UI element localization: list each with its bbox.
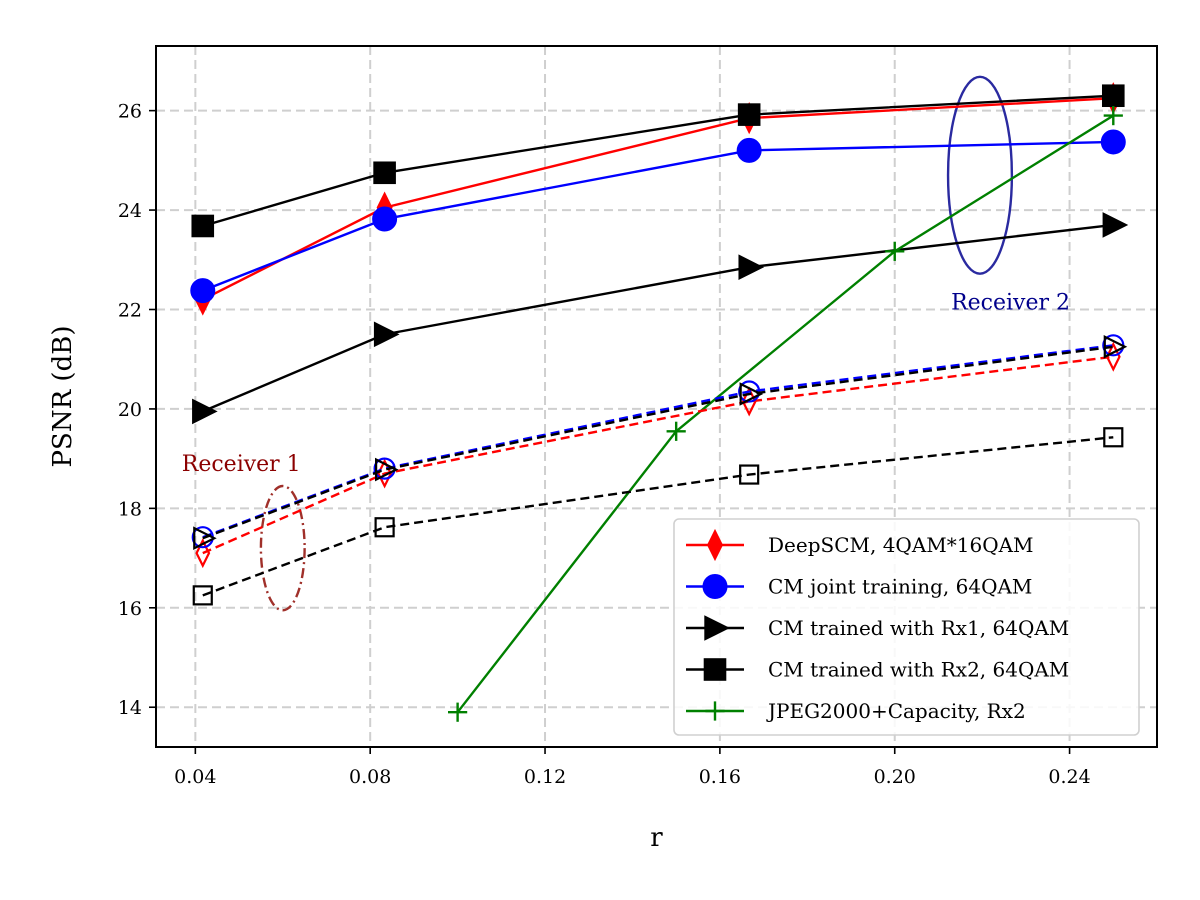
series-cm-joint-training-64qam-rx1 bbox=[191, 334, 1125, 549]
data-point bbox=[737, 103, 761, 126]
y-tick-label: 16 bbox=[118, 598, 142, 620]
data-point bbox=[885, 241, 905, 261]
legend-item-cm-trained-with-rx2-64qam: CM trained with Rx2, 64QAM bbox=[686, 658, 1069, 682]
data-point bbox=[448, 702, 468, 722]
series-line bbox=[202, 436, 1114, 597]
data-point bbox=[375, 457, 399, 482]
data-point bbox=[373, 321, 400, 348]
data-point bbox=[1103, 106, 1123, 126]
data-point bbox=[191, 214, 215, 238]
legend-box bbox=[673, 518, 1140, 736]
y-axis-label: PSNR (dB) bbox=[48, 326, 78, 468]
data-point bbox=[739, 382, 764, 406]
data-point bbox=[1103, 335, 1128, 359]
data-point bbox=[373, 161, 396, 185]
x-tick-label: 0.04 bbox=[174, 766, 216, 788]
data-point bbox=[1101, 84, 1125, 108]
y-tick-label: 18 bbox=[118, 498, 142, 520]
data-point bbox=[1105, 341, 1121, 372]
series-cm-joint-training-64qam bbox=[190, 129, 1126, 304]
legend-marker bbox=[705, 701, 725, 721]
y-tick-label: 20 bbox=[118, 399, 142, 421]
data-point bbox=[738, 254, 765, 281]
x-tick-label: 0.20 bbox=[874, 766, 916, 788]
annotation-ellipse-2 bbox=[946, 75, 1014, 275]
annotation-label-2: Receiver 2 bbox=[951, 290, 1070, 315]
x-axis-label: r bbox=[650, 823, 663, 853]
data-point bbox=[666, 421, 686, 441]
data-point bbox=[195, 538, 211, 569]
legend-label: CM trained with Rx2, 64QAM bbox=[768, 658, 1069, 682]
series-line bbox=[202, 140, 1114, 292]
series-line bbox=[202, 223, 1114, 413]
data-point bbox=[1103, 427, 1124, 448]
series-line bbox=[202, 355, 1114, 555]
data-point bbox=[1100, 129, 1126, 155]
series-cm-trained-with-rx1-64qam-rx1 bbox=[193, 335, 1128, 550]
series-cm-trained-with-rx2-64qam bbox=[191, 84, 1125, 238]
legend-item-jpeg2000-capacity-rx2: JPEG2000+Capacity, Rx2 bbox=[686, 699, 1026, 723]
data-series bbox=[190, 82, 1129, 722]
data-point bbox=[372, 206, 398, 232]
data-point bbox=[736, 137, 762, 163]
legend-item-cm-trained-with-rx1-64qam: CM trained with Rx1, 64QAM bbox=[686, 615, 1069, 641]
series-jpeg2000-capacity-rx2 bbox=[448, 106, 1123, 722]
legend-marker bbox=[702, 574, 728, 599]
series-line bbox=[456, 114, 1114, 713]
legend-marker bbox=[703, 658, 727, 681]
x-tick-label: 0.12 bbox=[524, 766, 566, 788]
y-tick-label: 24 bbox=[118, 200, 142, 222]
data-point bbox=[739, 464, 760, 485]
y-tick-label: 22 bbox=[118, 299, 142, 321]
y-tick-label: 14 bbox=[118, 697, 142, 719]
legend-item-deepscm-4qam-16qam: DeepSCM, 4QAM*16QAM bbox=[686, 528, 1034, 562]
x-tick-label: 0.24 bbox=[1048, 766, 1090, 788]
series-cm-trained-with-rx1-64qam bbox=[192, 212, 1129, 425]
series-deepscm-4qam-16qam bbox=[194, 82, 1122, 316]
annotation-labels: Receiver 1 Receiver 2 bbox=[182, 290, 1070, 477]
data-point bbox=[193, 526, 217, 550]
series-cm-trained-with-rx2-64qam-rx1 bbox=[192, 427, 1124, 606]
annotation-ellipses bbox=[259, 75, 1014, 612]
x-tick-label: 0.08 bbox=[349, 766, 391, 788]
series-line bbox=[202, 94, 1114, 228]
legend: DeepSCM, 4QAM*16QAM CM joint training, 64… bbox=[673, 518, 1140, 736]
annotation-label-1: Receiver 1 bbox=[182, 452, 301, 477]
data-point bbox=[1102, 212, 1129, 238]
legend-label: CM trained with Rx1, 64QAM bbox=[768, 616, 1069, 640]
y-tick-label: 26 bbox=[118, 101, 142, 123]
series-line bbox=[202, 344, 1114, 539]
legend-label: JPEG2000+Capacity, Rx2 bbox=[766, 699, 1026, 723]
axis-ticks: 0.04 0.08 0.12 0.16 0.20 0.24 14 16 18 20 22 24 26 bbox=[118, 101, 1091, 788]
series-line bbox=[202, 345, 1114, 540]
legend-marker bbox=[704, 615, 730, 641]
legend-item-cm-joint-training-64qam: CM joint training, 64QAM bbox=[686, 574, 1032, 599]
data-point bbox=[190, 278, 216, 304]
legend-label: DeepSCM, 4QAM*16QAM bbox=[768, 533, 1034, 557]
annotation-ellipse-1 bbox=[259, 484, 306, 612]
x-tick-label: 0.16 bbox=[699, 766, 741, 788]
data-point bbox=[192, 398, 218, 425]
data-point bbox=[192, 585, 213, 606]
plot-frame bbox=[155, 45, 1158, 748]
data-point bbox=[374, 517, 395, 538]
legend-label: CM joint training, 64QAM bbox=[768, 575, 1032, 599]
legend-marker bbox=[707, 528, 723, 562]
